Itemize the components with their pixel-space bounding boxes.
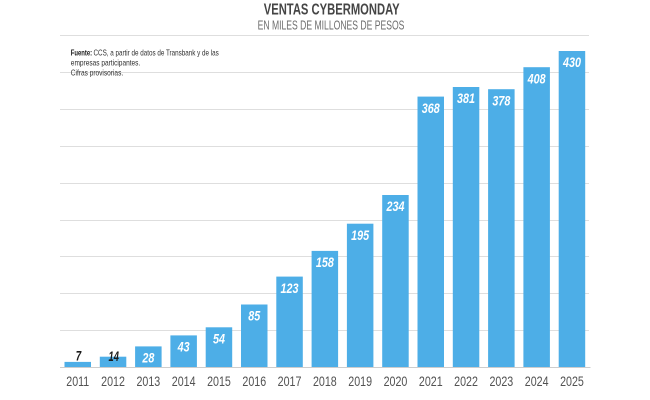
svg-text:28: 28 <box>141 350 154 366</box>
svg-text:2021: 2021 <box>419 374 443 390</box>
svg-text:2011: 2011 <box>66 374 89 390</box>
svg-text:234: 234 <box>386 199 405 215</box>
svg-text:2012: 2012 <box>101 374 125 390</box>
svg-text:empresas participantes.: empresas participantes. <box>71 58 140 68</box>
svg-text:VENTAS CYBERMONDAY: VENTAS CYBERMONDAY <box>264 0 400 18</box>
svg-text:368: 368 <box>422 100 440 116</box>
svg-text:378: 378 <box>492 93 510 109</box>
svg-text:7: 7 <box>76 348 82 364</box>
svg-text:2019: 2019 <box>348 374 372 390</box>
svg-text:2024: 2024 <box>525 374 549 390</box>
svg-text:195: 195 <box>351 228 370 244</box>
svg-text:123: 123 <box>281 280 299 296</box>
svg-text:Fuente:: Fuente: <box>71 50 92 58</box>
svg-text:2023: 2023 <box>489 374 513 390</box>
svg-text:2014: 2014 <box>172 374 196 390</box>
svg-text:Cifras provisorias.: Cifras provisorias. <box>71 68 123 78</box>
svg-text:14: 14 <box>109 348 120 364</box>
svg-text:2015: 2015 <box>207 374 231 390</box>
svg-text:430: 430 <box>562 55 581 71</box>
svg-text:2017: 2017 <box>278 374 302 390</box>
svg-text:2025: 2025 <box>560 374 584 390</box>
svg-text:158: 158 <box>316 255 334 271</box>
svg-text:EN MILES DE MILLONES DE PESOS: EN MILES DE MILLONES DE PESOS <box>258 19 405 33</box>
svg-text:85: 85 <box>248 308 261 324</box>
svg-text:381: 381 <box>457 91 475 107</box>
svg-text:43: 43 <box>177 339 190 355</box>
svg-text:54: 54 <box>213 331 225 347</box>
svg-text:2016: 2016 <box>242 374 266 390</box>
svg-text:2020: 2020 <box>384 374 408 390</box>
svg-text:2022: 2022 <box>454 374 478 390</box>
svg-text:2013: 2013 <box>136 374 160 390</box>
svg-text:408: 408 <box>527 71 546 87</box>
svg-text:2018: 2018 <box>313 374 337 390</box>
svg-text:CCS, a partir de datos de Tran: CCS, a partir de datos de Transbank y de… <box>94 48 220 58</box>
